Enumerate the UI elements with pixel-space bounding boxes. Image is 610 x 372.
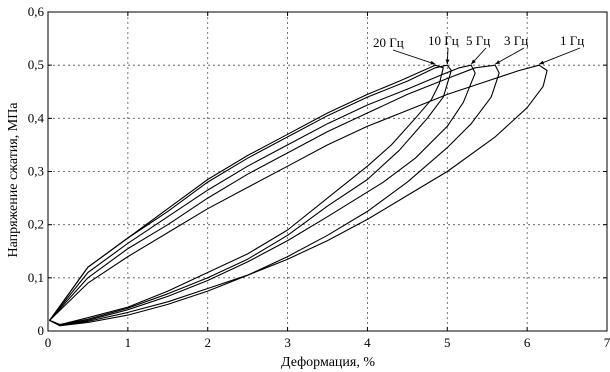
annotation-arrowhead — [430, 60, 436, 65]
annotation-label: 1 Гц — [560, 33, 584, 48]
y-tick-label: 0,4 — [28, 110, 45, 125]
y-axis-title: Напряжение сжатия, МПа — [6, 102, 21, 258]
annotation-label: 20 Гц — [373, 35, 404, 50]
y-tick-label: 0,2 — [28, 217, 44, 232]
grid-lines — [48, 12, 607, 331]
x-tick-label: 6 — [524, 335, 531, 350]
series-loop-1-Гц — [49, 64, 548, 327]
series-lines — [49, 64, 548, 327]
annotation-arrow — [392, 49, 436, 65]
annotation-label: 10 Гц — [428, 33, 459, 48]
annotation-arrowhead — [539, 60, 545, 65]
annotation-arrowhead — [471, 59, 476, 65]
y-tick-label: 0,6 — [28, 4, 45, 19]
x-tick-label: 1 — [125, 335, 132, 350]
y-tick-label: 0,1 — [28, 270, 44, 285]
frequency-annotations: 20 Гц 10 Гц 5 Гц 3 Гц 1 Гц — [373, 33, 584, 65]
annotation-arrow — [494, 47, 525, 65]
annotation-label: 3 Гц — [504, 33, 528, 48]
annotation-arrow — [538, 47, 581, 65]
series-loop-20-Гц — [49, 64, 444, 326]
x-tick-label: 0 — [45, 335, 52, 350]
annotation-arrowhead — [495, 60, 501, 65]
y-tick-label: 0,3 — [28, 164, 44, 179]
tick-labels: 0 1 2 3 4 5 6 7 0 0,1 0,2 0,3 0,4 0,5 0,6 — [28, 4, 610, 350]
annotation-arrowhead — [445, 59, 450, 65]
x-tick-label: 7 — [604, 335, 610, 350]
x-axis-title: Деформация, % — [281, 355, 375, 370]
annotation-label: 5 Гц — [466, 33, 490, 48]
x-tick-label: 5 — [444, 335, 451, 350]
x-tick-label: 4 — [364, 335, 371, 350]
x-tick-label: 3 — [284, 335, 291, 350]
y-tick-label: 0 — [38, 323, 45, 338]
axes — [47, 11, 608, 332]
y-tick-label: 0,5 — [28, 57, 44, 72]
x-tick-label: 2 — [204, 335, 211, 350]
series-loop-10-Гц — [49, 64, 452, 326]
series-loop-3-Гц — [49, 64, 500, 327]
series-loop-5-Гц — [49, 64, 476, 326]
